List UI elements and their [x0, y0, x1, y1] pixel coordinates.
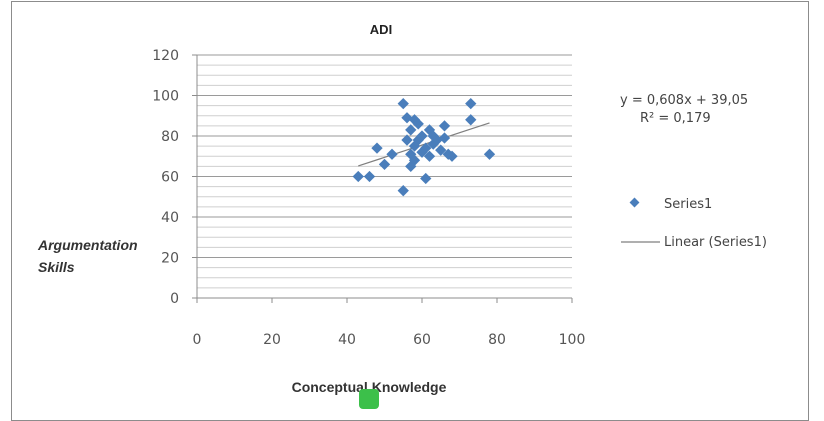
chart-title: ADI	[370, 22, 392, 37]
scatter-chart: ADI 0 20 40 60 80 100 120 0 20 40 60 80 100 Argumen…	[37, 22, 767, 395]
data-point	[438, 120, 451, 132]
data-point	[465, 97, 477, 110]
x-axis-label: Conceptual Knowledge	[292, 379, 447, 395]
legend-trendline-label: Linear (Series1)	[664, 235, 767, 250]
y-axis-label-line1: Argumentation	[37, 237, 138, 253]
data-points	[352, 97, 496, 197]
data-point	[352, 170, 364, 183]
data-point	[397, 185, 409, 197]
legend-series1-marker	[629, 197, 640, 208]
data-point	[397, 97, 409, 110]
x-tick-label: 80	[488, 332, 506, 348]
y-tick-label: 100	[152, 89, 179, 105]
gridlines	[197, 54, 572, 299]
x-tick-label: 40	[338, 332, 356, 348]
data-point	[420, 172, 432, 185]
y-tick-labels: 0 20 40 60 80 100 120	[152, 48, 197, 307]
y-tick-label: 60	[161, 170, 179, 186]
y-tick-label: 40	[161, 210, 179, 226]
r-squared: R² = 0,179	[640, 111, 711, 126]
data-point	[371, 142, 383, 154]
data-point	[435, 144, 447, 156]
legend-series1-label: Series1	[664, 197, 712, 212]
y-axis-label-line2: Skills	[38, 259, 75, 275]
y-tick-label: 20	[161, 251, 179, 267]
x-tick-label: 0	[193, 332, 202, 348]
y-tick-label: 80	[161, 129, 179, 145]
cursor-marker	[359, 389, 379, 409]
trendline-equation: y = 0,608x + 39,05	[620, 93, 748, 108]
data-point	[401, 134, 413, 146]
data-point	[363, 170, 376, 183]
data-point	[386, 148, 398, 160]
x-tick-label: 100	[559, 332, 586, 348]
x-tick-label: 20	[263, 332, 281, 348]
data-point	[408, 154, 421, 166]
y-tick-label: 120	[152, 48, 179, 64]
data-point	[378, 158, 391, 171]
data-point	[438, 132, 451, 144]
chart-frame	[11, 1, 809, 421]
legend: Series1 Linear (Series1)	[621, 197, 767, 250]
x-tick-label: 60	[413, 332, 431, 348]
data-point	[483, 148, 496, 160]
data-point	[423, 150, 436, 162]
y-tick-label: 0	[170, 291, 179, 307]
data-point	[420, 142, 432, 154]
data-point	[446, 150, 458, 162]
data-point	[416, 130, 428, 142]
x-tick-labels: 0 20 40 60 80 100	[193, 298, 586, 348]
